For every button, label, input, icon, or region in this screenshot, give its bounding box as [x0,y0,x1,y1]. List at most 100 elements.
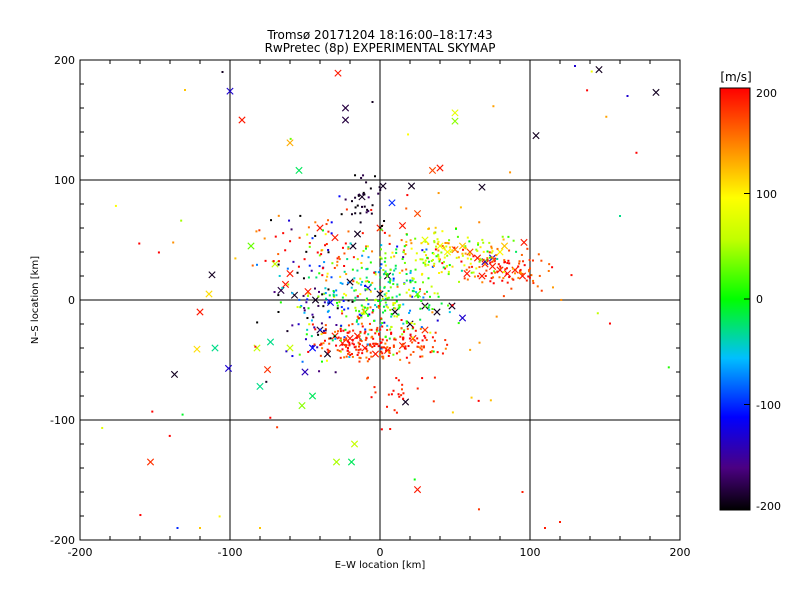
scatter-dot-point [381,355,384,358]
scatter-dot-point [536,285,539,288]
scatter-dot-point [351,200,354,203]
y-tick-labels: -200 -100 0 100 200 [50,54,75,547]
scatter-dot-point [320,249,323,252]
colorbar-tick-label: -100 [756,399,781,412]
scatter-dot-point [414,259,417,262]
scatter-dot-point [369,306,372,309]
scatter-dot-point [373,319,376,322]
scatter-dot-point [325,359,328,362]
scatter-dot-point [414,281,417,284]
scatter-dot-point [377,299,380,302]
scatter-dot-point [537,253,540,256]
scatter-dot-point [318,265,321,268]
scatter-dot-point [372,309,375,312]
scatter-dot-point [446,242,449,245]
scatter-dot-point [364,306,367,309]
scatter-dot-point [345,315,348,318]
scatter-dot-point [285,350,288,353]
scatter-dot-point [320,253,323,256]
scatter-dot-point [327,248,330,251]
scatter-dot-point [424,336,427,339]
scatter-dot-point [347,307,350,310]
scatter-dot-point [503,261,506,264]
scatter-dot-point [318,272,321,275]
scatter-dot-point [301,360,304,363]
scatter-dot-point [437,253,440,256]
scatter-dot-point [263,237,266,240]
scatter-dot-point [510,287,513,290]
scatter-dot-point [387,290,390,293]
scatter-dot-point [322,329,325,332]
scatter-dot-point [345,355,348,358]
scatter-cross-point [451,109,459,117]
scatter-dot-point [382,357,385,360]
scatter-dot-point [492,282,495,285]
scatter-dot-point [307,226,310,229]
scatter-dot-point [314,221,317,224]
scatter-dot-point [384,252,387,255]
scatter-dot-point [403,261,406,264]
scatter-dot-point [355,281,358,284]
scatter-cross-point [652,88,660,96]
scatter-dot-point [420,348,423,351]
scatter-dot-point [360,266,363,269]
scatter-dot-point [392,353,395,356]
scatter-dot-point [419,355,422,358]
scatter-dot-point [426,256,429,259]
scatter-dot-point [370,212,373,215]
scatter-dot-point [402,397,405,400]
scatter-dot-point [605,115,608,118]
scatter-dot-point [360,340,363,343]
scatter-dot-point [405,207,408,210]
scatter-dot-point [345,294,348,297]
scatter-dot-point [424,259,427,262]
scatter-dot-point [472,255,475,258]
scatter-dot-point [433,232,436,235]
scatter-dot-point [384,301,387,304]
scatter-dot-point [392,283,395,286]
scatter-dot-point [347,246,350,249]
scatter-dot-point [405,320,408,323]
scatter-dot-point [366,288,369,291]
scatter-dot-point [332,293,335,296]
scatter-dot-point [409,333,412,336]
scatter-dot-point [380,248,383,251]
scatter-dot-point [378,332,381,335]
scatter-dot-point [339,350,342,353]
scatter-dot-point [342,329,345,332]
scatter-dot-point [345,337,348,340]
scatter-dot-point [353,289,356,292]
scatter-dot-point [366,306,369,309]
scatter-dot-point [491,260,494,263]
scatter-dot-point [417,341,420,344]
scatter-dot-point [505,272,508,275]
scatter-cross-point [406,320,414,328]
scatter-dot-point [413,339,416,342]
scatter-dot-point [464,246,467,249]
scatter-dot-point [528,267,531,270]
scatter-dot-point [356,295,359,298]
scatter-cross-point [458,242,467,250]
scatter-dot-point [364,339,367,342]
scatter-dot-point [432,264,435,267]
scatter-dot-point [466,257,469,260]
scatter-dot-point [435,245,438,248]
scatter-cross-point [500,242,509,250]
scatter-dot-point [364,330,367,333]
colorbar: [m/s] 200 100 0 -100 -200 [719,70,781,513]
scatter-dot-point [477,399,480,402]
scatter-dot-point [365,268,368,271]
scatter-dot-point [316,346,319,349]
scatter-cross-point [238,116,246,124]
scatter-dot-point [343,356,346,359]
scatter-dot-point [328,316,331,319]
scatter-cross-point [226,87,234,95]
scatter-cross-point [421,236,429,244]
scatter-dot-point [421,281,424,284]
scatter-dot-point [360,312,363,315]
scatter-dot-point [394,338,397,341]
scatter-dot-point [310,269,313,272]
scatter-dot-point [433,240,436,243]
scatter-dot-point [354,345,357,348]
